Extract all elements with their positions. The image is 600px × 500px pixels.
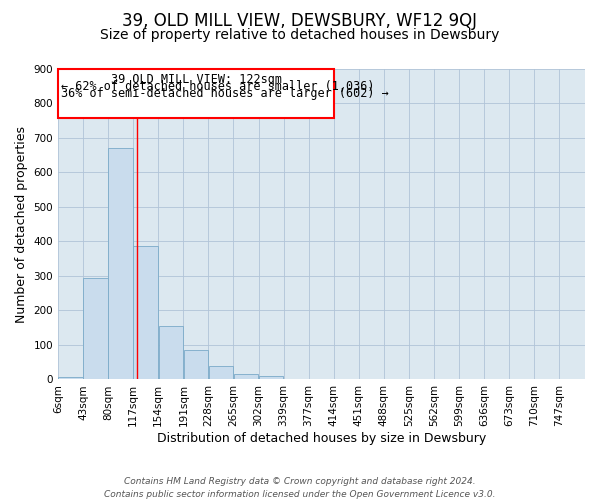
FancyBboxPatch shape	[58, 69, 334, 118]
Y-axis label: Number of detached properties: Number of detached properties	[15, 126, 28, 322]
Text: 39 OLD MILL VIEW: 122sqm: 39 OLD MILL VIEW: 122sqm	[111, 73, 282, 86]
Bar	[83, 278, 108, 380]
Bar	[234, 374, 258, 380]
X-axis label: Distribution of detached houses by size in Dewsbury: Distribution of detached houses by size …	[157, 432, 486, 445]
Bar	[209, 366, 233, 380]
Bar	[109, 148, 133, 380]
Text: ← 62% of detached houses are smaller (1,036): ← 62% of detached houses are smaller (1,…	[61, 80, 375, 93]
Text: Contains HM Land Registry data © Crown copyright and database right 2024.: Contains HM Land Registry data © Crown c…	[124, 478, 476, 486]
Text: 36% of semi-detached houses are larger (602) →: 36% of semi-detached houses are larger (…	[61, 87, 389, 100]
Text: 39, OLD MILL VIEW, DEWSBURY, WF12 9QJ: 39, OLD MILL VIEW, DEWSBURY, WF12 9QJ	[122, 12, 478, 30]
Text: Size of property relative to detached houses in Dewsbury: Size of property relative to detached ho…	[100, 28, 500, 42]
Bar	[158, 326, 183, 380]
Text: Contains public sector information licensed under the Open Government Licence v3: Contains public sector information licen…	[104, 490, 496, 499]
Bar	[259, 376, 283, 380]
Bar	[58, 376, 83, 380]
Bar	[184, 350, 208, 380]
Bar	[133, 246, 158, 380]
